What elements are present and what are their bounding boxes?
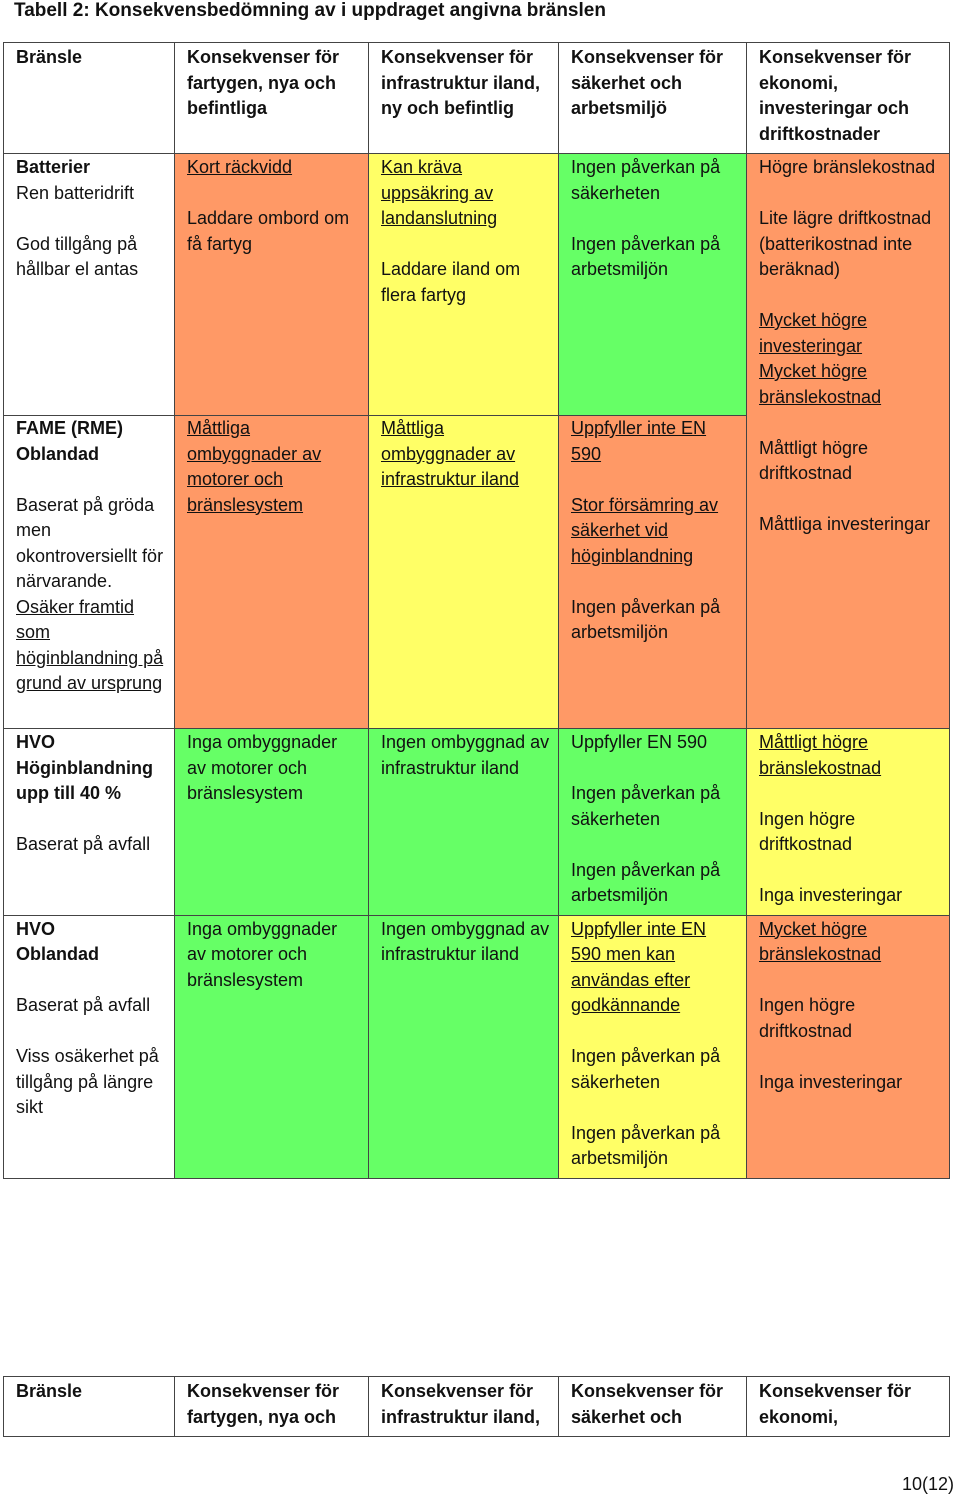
infrastructure-cell: Ingen ombyggnad av infrastruktur iland bbox=[368, 914, 559, 1179]
safety-text: Uppfyller inte EN 590 men kan användas e… bbox=[571, 918, 707, 1016]
consequence-table: Bränsle Konsekvenser för fartygen, nya o… bbox=[3, 42, 950, 1179]
economy-text: Mycket högre investeringar bbox=[759, 310, 868, 356]
vessels-text: Laddare ombord om få fartyg bbox=[187, 208, 350, 254]
header-row: Bränsle Konsekvenser för fartygen, nya o… bbox=[3, 42, 950, 154]
fuel-cell: FAME (RME) Oblandad Baserat på gröda men… bbox=[3, 415, 175, 729]
fuel-name: Batterier bbox=[16, 157, 91, 177]
header-infrastructure: Konsekvenser för infrastruktur iland, ny… bbox=[368, 42, 559, 154]
fuel-note: Baserat på gröda men okontroversiellt fö… bbox=[16, 494, 164, 592]
economy-text: Lite lägre driftkostnad (batterikostnad … bbox=[759, 208, 932, 279]
safety-text: Uppfyller inte EN 590 bbox=[571, 418, 707, 464]
safety-text: Stor försämring av säkerhet vid höginbla… bbox=[571, 494, 719, 566]
infrastructure-cell: Ingen ombyggnad av infrastruktur iland bbox=[368, 728, 559, 916]
fuel-name: FAME (RME) bbox=[16, 418, 123, 438]
header-vessels: Konsekvenser för fartygen, nya och bbox=[174, 1376, 369, 1437]
safety-text: Ingen påverkan på säkerheten bbox=[571, 1046, 721, 1092]
infrastructure-text: Kan kräva uppsäkring av landanslutning bbox=[381, 157, 498, 228]
economy-text: Måttligt högre bränslekostnad bbox=[759, 732, 882, 778]
header-infrastructure: Konsekvenser för infrastruktur iland, bbox=[368, 1376, 559, 1437]
economy-text: Ingen högre driftkostnad bbox=[759, 808, 856, 855]
vessels-cell: Inga ombyggnader av motorer och bränsles… bbox=[174, 914, 369, 1179]
safety-text: Ingen påverkan på säkerheten bbox=[571, 783, 721, 829]
infrastructure-text: Ingen ombyggnad av infrastruktur iland bbox=[381, 918, 550, 965]
fuel-note: Baserat på avfall bbox=[16, 834, 151, 854]
table-row-batteries: Batterier Ren batteridrift God tillgång … bbox=[3, 153, 950, 729]
safety-cell: Uppfyller inte EN 590 Stor försämring av… bbox=[558, 415, 747, 729]
fuel-cell: Batterier Ren batteridrift God tillgång … bbox=[3, 153, 175, 416]
fuel-variant: Ren batteridrift bbox=[16, 182, 135, 203]
header-safety: Konsekvenser för säkerhet och bbox=[558, 1376, 747, 1437]
economy-text: Högre bränslekostnad bbox=[759, 157, 936, 177]
repeated-header-table: Bränsle Konsekvenser för fartygen, nya o… bbox=[3, 1376, 950, 1437]
vessels-cell: Inga ombyggnader av motorer och bränsles… bbox=[174, 728, 369, 916]
infrastructure-text: Ingen ombyggnad av infrastruktur iland bbox=[381, 732, 550, 778]
vessels-text: Måttliga ombyggnader av motorer och brän… bbox=[187, 418, 322, 515]
economy-text: Ingen högre driftkostnad bbox=[759, 995, 856, 1041]
header-fuel: Bränsle bbox=[3, 1376, 175, 1437]
safety-text: Ingen påverkan på arbetsmiljön bbox=[571, 859, 721, 906]
fuel-cell: HVO Höginblandning upp till 40 % Baserat… bbox=[3, 728, 175, 916]
safety-cell: Uppfyller EN 590 Ingen påverkan på säker… bbox=[558, 728, 747, 916]
economy-text: Mycket högre bränslekostnad bbox=[759, 361, 882, 407]
vessels-cell: Kort räckvidd Laddare ombord om få farty… bbox=[174, 153, 369, 416]
economy-text: Inga investeringar bbox=[759, 885, 903, 905]
header-economy: Konsekvenser för ekonomi, bbox=[746, 1376, 950, 1437]
safety-text: Ingen påverkan på arbetsmiljön bbox=[571, 596, 721, 643]
header-economy: Konsekvenser för ekonomi, investeringar … bbox=[746, 42, 950, 154]
economy-cell: Högre bränslekostnad Lite lägre driftkos… bbox=[746, 153, 950, 729]
fuel-variant: Oblandad bbox=[16, 944, 100, 964]
economy-cell: Måttligt högre bränslekostnad Ingen högr… bbox=[746, 728, 950, 916]
economy-text: Måttliga investeringar bbox=[759, 514, 931, 534]
infrastructure-text: Måttliga ombyggnader av infrastruktur il… bbox=[381, 418, 520, 489]
infrastructure-cell: Kan kräva uppsäkring av landanslutning L… bbox=[368, 153, 559, 416]
vessels-cell: Måttliga ombyggnader av motorer och brän… bbox=[174, 415, 369, 729]
header-vessels: Konsekvenser för fartygen, nya och befin… bbox=[174, 42, 369, 154]
repeated-header-row: Bränsle Konsekvenser för fartygen, nya o… bbox=[3, 1376, 950, 1437]
fuel-variant: Oblandad bbox=[16, 443, 100, 464]
infrastructure-cell: Måttliga ombyggnader av infrastruktur il… bbox=[368, 415, 559, 729]
safety-text: Ingen påverkan på arbetsmiljön bbox=[571, 1122, 721, 1169]
economy-text: Mycket högre bränslekostnad bbox=[759, 918, 882, 965]
safety-text: Ingen påverkan på arbetsmiljön bbox=[571, 233, 721, 280]
fuel-note: Baserat på avfall bbox=[16, 995, 151, 1015]
safety-cell: Uppfyller inte EN 590 men kan användas e… bbox=[558, 914, 747, 1179]
fuel-note: God tillgång på hållbar el antas bbox=[16, 233, 139, 280]
fuel-note: Osäker framtid som höginblandning på gru… bbox=[16, 596, 164, 694]
economy-text: Måttligt högre driftkostnad bbox=[759, 437, 869, 484]
page-number: 10(12) bbox=[901, 1474, 954, 1494]
vessels-text: Kort räckvidd bbox=[187, 157, 293, 177]
safety-cell: Ingen påverkan på säkerheten Ingen påver… bbox=[558, 153, 747, 416]
fuel-cell: HVO Oblandad Baserat på avfall Viss osäk… bbox=[3, 914, 175, 1179]
table-caption: Tabell 2: Konsekvensbedömning av i uppdr… bbox=[14, 0, 606, 21]
vessels-text: Inga ombyggnader av motorer och bränsles… bbox=[187, 732, 338, 803]
header-safety: Konsekvenser för säkerhet och arbetsmilj… bbox=[558, 42, 747, 154]
table-row-hvo-pure: HVO Oblandad Baserat på avfall Viss osäk… bbox=[3, 914, 950, 1179]
vessels-text: Inga ombyggnader av motorer och bränsles… bbox=[187, 918, 338, 990]
economy-text: Inga investeringar bbox=[759, 1071, 903, 1092]
safety-text: Uppfyller EN 590 bbox=[571, 732, 708, 752]
safety-text: Ingen påverkan på säkerheten bbox=[571, 157, 721, 203]
economy-cell: Mycket högre bränslekostnad Ingen högre … bbox=[746, 914, 950, 1179]
fuel-variant: Höginblandning upp till 40 % bbox=[16, 757, 153, 804]
table-row-fame: FAME (RME) Oblandad Baserat på gröda men… bbox=[3, 415, 950, 729]
fuel-note: Viss osäkerhet på tillgång på längre sik… bbox=[16, 1046, 159, 1117]
infrastructure-text: Laddare iland om flera fartyg bbox=[381, 259, 521, 305]
table-row-hvo-blend: HVO Höginblandning upp till 40 % Baserat… bbox=[3, 728, 950, 916]
header-fuel: Bränsle bbox=[3, 42, 175, 154]
fuel-name: HVO bbox=[16, 918, 56, 939]
fuel-name: HVO bbox=[16, 732, 56, 752]
